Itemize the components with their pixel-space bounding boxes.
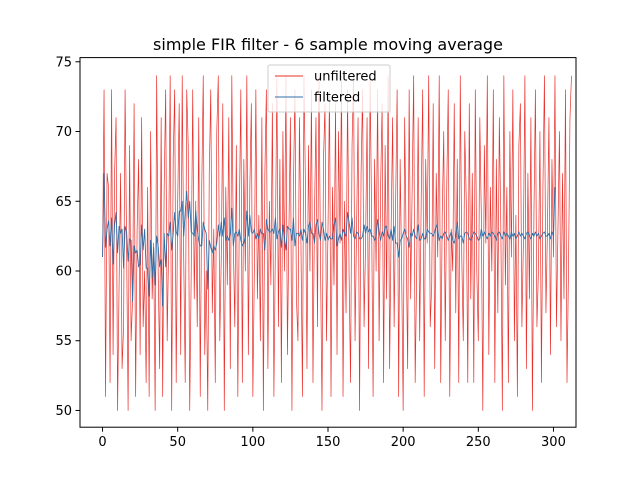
legend: unfiltered filtered — [267, 64, 391, 113]
y-tick-label: 50 — [55, 404, 72, 419]
y-tick-label: 75 — [55, 55, 72, 70]
x-tick-label: 250 — [466, 435, 491, 450]
x-tick-label: 0 — [98, 435, 106, 450]
series-line-unfiltered — [102, 75, 572, 411]
x-tick-label: 300 — [541, 435, 566, 450]
x-axis: 0 50 100 150 200 250 300 — [98, 427, 566, 450]
y-tick-label: 65 — [55, 195, 72, 210]
series-line-filtered — [102, 172, 556, 307]
legend-label-unfiltered: unfiltered — [314, 70, 377, 85]
series-layer — [102, 75, 572, 411]
x-tick-label: 100 — [240, 435, 265, 450]
x-tick-label: 50 — [169, 435, 186, 450]
y-tick-label: 55 — [55, 334, 72, 349]
x-tick-label: 200 — [391, 435, 416, 450]
y-tick-label: 70 — [55, 125, 72, 140]
y-tick-label: 60 — [55, 264, 72, 279]
y-axis: 50 55 60 65 70 75 — [55, 55, 80, 419]
chart-title: simple FIR filter - 6 sample moving aver… — [153, 35, 503, 54]
x-tick-label: 150 — [316, 435, 341, 450]
legend-box — [267, 64, 391, 113]
legend-label-filtered: filtered — [314, 91, 360, 106]
